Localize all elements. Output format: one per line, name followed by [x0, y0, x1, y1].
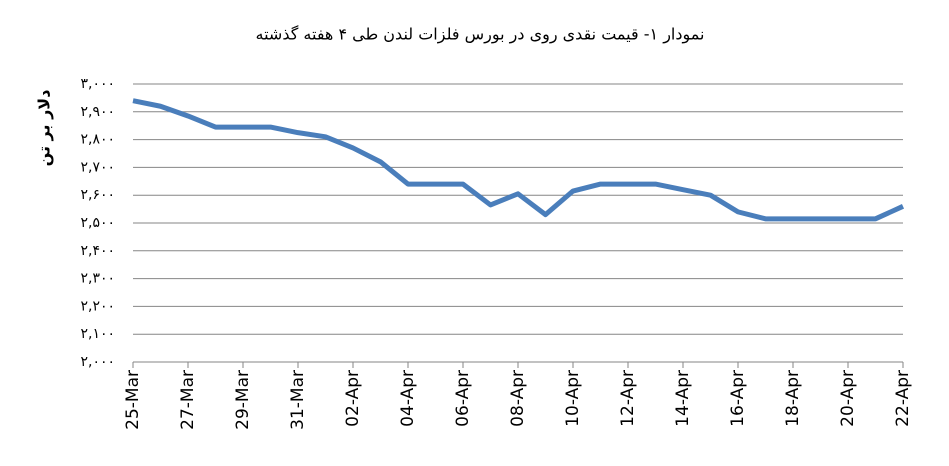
- x-tick-label: 12-Apr: [618, 370, 638, 427]
- x-tick-label: 18-Apr: [783, 370, 803, 427]
- x-tick-label: 02-Apr: [343, 370, 363, 427]
- chart-title: نمودار ۱- قیمت نقدی روی در بورس فلزات لن…: [256, 25, 705, 45]
- x-tick-label: 29-Mar: [233, 370, 253, 430]
- x-tick-label: 25-Mar: [123, 370, 143, 430]
- y-tick-label: ۲,۶۰۰: [80, 187, 115, 203]
- y-tick-label: ۲,۸۰۰: [80, 132, 115, 148]
- x-tick-label: 27-Mar: [178, 370, 198, 430]
- x-tick-label: 04-Apr: [398, 370, 418, 427]
- y-tick-label: ۲,۹۰۰: [80, 104, 115, 120]
- y-tick-label: ۲,۱۰۰: [80, 326, 115, 342]
- x-tick-label: 20-Apr: [838, 370, 858, 427]
- y-tick-label: ۲,۷۰۰: [80, 159, 115, 175]
- x-tick-label: 14-Apr: [673, 370, 693, 427]
- x-tick-label: 08-Apr: [508, 370, 528, 427]
- y-axis-label: دلار بر تن: [35, 90, 54, 167]
- y-tick-label: ۲,۳۰۰: [80, 271, 115, 287]
- y-tick-label: ۳,۰۰۰: [80, 76, 115, 92]
- x-tick-label: 06-Apr: [453, 370, 473, 427]
- y-tick-label: ۲,۴۰۰: [80, 243, 115, 259]
- y-tick-label: ۲,۲۰۰: [80, 298, 115, 314]
- y-tick-label: ۲,۰۰۰: [80, 354, 115, 370]
- x-tick-label: 10-Apr: [563, 370, 583, 427]
- x-tick-label: 16-Apr: [728, 370, 748, 427]
- data-line: [132, 98, 905, 222]
- x-tick-label: 22-Apr: [893, 370, 913, 427]
- y-tick-label: ۲,۵۰۰: [80, 215, 115, 231]
- x-tick-label: 31-Mar: [288, 370, 308, 430]
